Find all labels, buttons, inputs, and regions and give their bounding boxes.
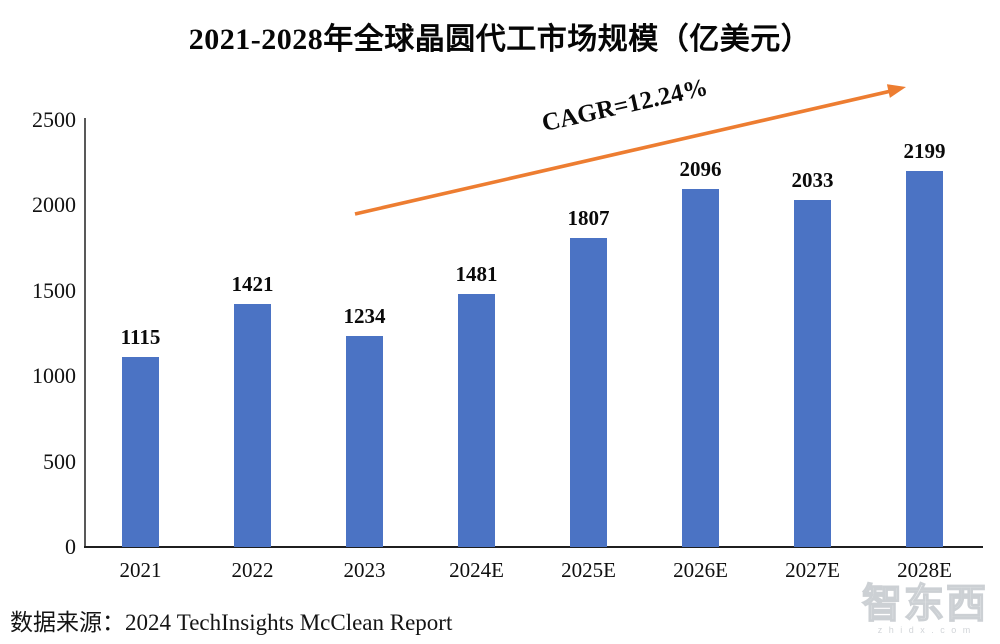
bar-2026E [682,189,719,547]
bar-value-label: 1807 [567,206,610,231]
x-tick-label: 2021 [119,558,162,582]
cagr-annotation: CAGR=12.24% [539,73,711,138]
x-tick-label: 2027E [785,558,840,582]
bar-value-label: 2199 [903,139,946,164]
x-tick-label: 2026E [673,558,728,582]
watermark-logo: 智东西 z h i d x . c o m [861,581,988,636]
x-tick-label: 2022 [231,558,274,582]
y-tick-label: 2500 [32,107,76,132]
bar-value-label: 1115 [120,324,161,349]
bar-2022 [234,304,271,547]
x-tick-label: 2023 [343,558,386,582]
bar-2024E [458,294,495,547]
bar-value-label: 1481 [455,262,498,287]
x-tick-label: 2028E [897,558,952,582]
y-tick-label: 1000 [32,363,76,389]
bar-value-label: 2096 [679,157,722,181]
bar-value-label: 2033 [791,167,834,192]
source-note: 数据来源：2024 TechInsights McClean Report [10,610,453,635]
watermark-logo-text: 智东西 [861,581,988,626]
watermark-site-text: z h i d x . c o m [877,625,973,635]
bar-2028E [906,171,943,547]
x-axis-line [84,546,983,549]
y-tick-label: 0 [65,534,76,559]
chart-title: 2021-2028年全球晶圆代工市场规模（亿美元） [188,23,812,56]
bar-value-label: 1234 [343,304,386,329]
bar-2025E [570,238,607,547]
y-tick-label: 1500 [32,277,76,303]
y-tick-label: 500 [43,448,76,474]
x-tick-label: 2025E [561,558,616,582]
bar-2023 [346,336,383,547]
y-axis-line [84,118,86,548]
bar-2027E [794,199,831,547]
y-tick-label: 2000 [32,192,76,218]
bar-value-label: 1421 [231,272,274,297]
x-tick-label: 2024E [449,558,504,582]
bar-2021 [122,356,159,547]
